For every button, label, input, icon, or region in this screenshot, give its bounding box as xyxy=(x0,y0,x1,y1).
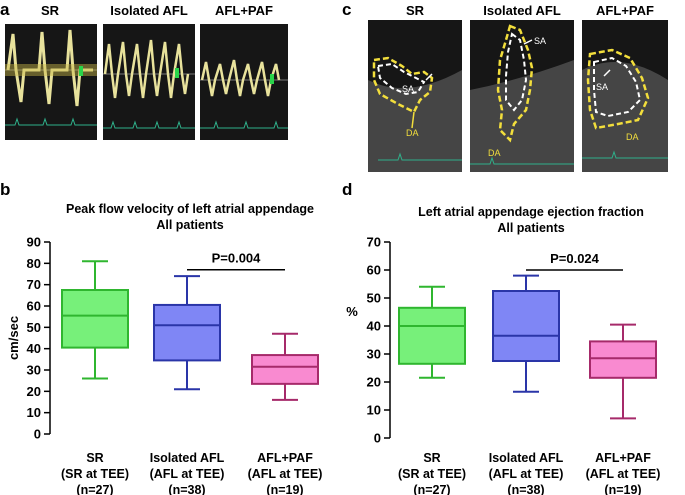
chart-d-category-label: (n=38) xyxy=(507,483,544,495)
echo-afl-paf-da-label: DA xyxy=(626,132,639,142)
doppler-image-afl-paf xyxy=(200,24,288,140)
doppler-trace-isolated-afl xyxy=(103,39,195,129)
chart-b-category-label: AFL+PAF xyxy=(257,451,313,465)
chart-d-box xyxy=(589,340,657,379)
chart-d-category-label: (n=27) xyxy=(413,483,450,495)
panel-c-title-isolated-afl: Isolated AFL xyxy=(483,3,561,18)
chart-b-category-label: Isolated AFL xyxy=(150,451,225,465)
panel-a-letter: a xyxy=(0,0,10,19)
echo-image-isolated-afl: SA DA xyxy=(470,20,574,172)
chart-d-y-tick-label: 60 xyxy=(367,263,381,278)
chart-b-box xyxy=(153,303,221,362)
chart-d-y-axis-label: % xyxy=(346,304,358,319)
echo-image-afl-paf: SA DA xyxy=(582,20,668,172)
chart-b-p-value-label: P=0.004 xyxy=(212,251,262,266)
chart-d-y-tick-label: 50 xyxy=(367,291,381,306)
chart-b-y-tick-label: 80 xyxy=(27,256,41,271)
echo-sr-da-label: DA xyxy=(406,128,419,138)
chart-b-box xyxy=(61,289,129,349)
chart-d-category-label: AFL+PAF xyxy=(595,451,651,465)
chart-b-y-tick-label: 10 xyxy=(27,405,41,420)
chart-d-y-tick-label: 70 xyxy=(367,235,381,250)
chart-b-y-tick-label: 50 xyxy=(27,320,41,335)
chart-b-y-tick-label: 70 xyxy=(27,277,41,292)
echo-image-sr: SA DA xyxy=(368,20,462,172)
chart-d-box xyxy=(492,290,560,362)
chart-b-category-label: (n=19) xyxy=(266,483,303,495)
chart-b-title: Peak flow velocity of left atrial append… xyxy=(66,202,314,216)
chart-b-category-label: (AFL at TEE) xyxy=(248,467,323,481)
chart-d-category-label: Isolated AFL xyxy=(489,451,564,465)
chart-b-y-tick-label: 90 xyxy=(27,235,41,250)
chart-d-title: Left atrial appendage ejection fraction xyxy=(418,205,644,219)
chart-d-y-tick-label: 40 xyxy=(367,319,381,334)
chart-d-category-label: (AFL at TEE) xyxy=(586,467,661,481)
chart-b-category-label: SR xyxy=(86,451,103,465)
doppler-image-isolated-afl xyxy=(103,24,195,140)
panel-a-title-isolated-afl: Isolated AFL xyxy=(110,3,188,18)
echo-contour-sr: SA DA xyxy=(368,56,462,172)
chart-b-y-tick-label: 20 xyxy=(27,384,41,399)
chart-b-box xyxy=(251,354,319,385)
chart-b-y-tick-label: 0 xyxy=(34,427,41,442)
chart-d-y-tick-label: 0 xyxy=(374,431,381,446)
panel-c-title-sr: SR xyxy=(405,3,425,18)
chart-b-y-tick-label: 40 xyxy=(27,341,41,356)
chart-b-category-label: (AFL at TEE) xyxy=(150,467,225,481)
chart-d-p-value-label: P=0.024 xyxy=(550,251,600,266)
chart-b-y-tick-label: 60 xyxy=(27,299,41,314)
echo-isolated-afl-sa-label: SA xyxy=(534,36,546,46)
chart-d-y-tick-label: 10 xyxy=(367,403,381,418)
panel-a-title-afl-paf: AFL+PAF xyxy=(215,3,273,18)
chart-b-svg: 0 10 20 30 40 50 60 70 80 90 cm/sec SR (SR at TEE) (n… xyxy=(6,235,323,495)
doppler-trace-sr xyxy=(5,29,97,126)
chart-b-y-axis-label: cm/sec xyxy=(6,316,21,360)
echo-isolated-afl-da-label: DA xyxy=(488,148,501,158)
chart-b-category-label: (n=27) xyxy=(76,483,113,495)
chart-b-category-label: (n=38) xyxy=(168,483,205,495)
chart-d-category-label: SR xyxy=(423,451,440,465)
doppler-trace-afl-paf xyxy=(200,59,288,129)
doppler-image-sr xyxy=(5,24,97,140)
chart-d-box xyxy=(398,306,466,365)
panel-a-title-sr: SR xyxy=(40,3,60,18)
chart-b-category-label: (SR at TEE) xyxy=(61,467,129,481)
chart-d-category-label: (AFL at TEE) xyxy=(489,467,564,481)
chart-d-svg: 0 10 20 30 40 50 60 70% SR (SR at TEE) (n=27) Isola… xyxy=(346,235,661,495)
chart-b-y-tick-label: 30 xyxy=(27,363,41,378)
chart-b-subtitle: All patients xyxy=(156,218,224,232)
panel-c-title-afl-paf: AFL+PAF xyxy=(596,3,654,18)
panel-c-letter: c xyxy=(342,0,352,19)
chart-d-category-label: (n=19) xyxy=(604,483,641,495)
echo-afl-paf-sa-label: SA xyxy=(596,82,608,92)
echo-contour-isolated-afl: SA DA xyxy=(470,24,574,172)
chart-d-y-tick-label: 20 xyxy=(367,375,381,390)
chart-d-y-tick-label: 30 xyxy=(367,347,381,362)
chart-d-subtitle: All patients xyxy=(497,221,565,235)
echo-contour-afl-paf: SA DA xyxy=(582,48,668,172)
panel-b-letter: b xyxy=(0,180,11,199)
panel-d-letter: d xyxy=(342,180,353,199)
echo-sr-sa-label: SA xyxy=(402,84,414,94)
chart-d-category-label: (SR at TEE) xyxy=(398,467,466,481)
